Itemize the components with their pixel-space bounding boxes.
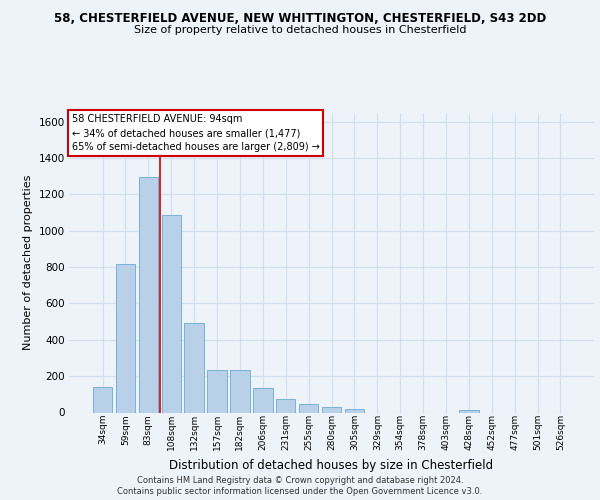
Bar bbox=[230, 370, 250, 412]
Bar bbox=[116, 264, 135, 412]
Bar bbox=[299, 404, 319, 412]
Bar bbox=[139, 177, 158, 412]
Y-axis label: Number of detached properties: Number of detached properties bbox=[23, 175, 33, 350]
X-axis label: Distribution of detached houses by size in Chesterfield: Distribution of detached houses by size … bbox=[169, 458, 494, 471]
Text: 58, CHESTERFIELD AVENUE, NEW WHITTINGTON, CHESTERFIELD, S43 2DD: 58, CHESTERFIELD AVENUE, NEW WHITTINGTON… bbox=[54, 12, 546, 26]
Text: Contains public sector information licensed under the Open Government Licence v3: Contains public sector information licen… bbox=[118, 487, 482, 496]
Text: Size of property relative to detached houses in Chesterfield: Size of property relative to detached ho… bbox=[134, 25, 466, 35]
Bar bbox=[253, 388, 272, 412]
Bar bbox=[344, 409, 364, 412]
Bar bbox=[161, 215, 181, 412]
Bar bbox=[322, 408, 341, 412]
Text: Contains HM Land Registry data © Crown copyright and database right 2024.: Contains HM Land Registry data © Crown c… bbox=[137, 476, 463, 485]
Text: 58 CHESTERFIELD AVENUE: 94sqm
← 34% of detached houses are smaller (1,477)
65% o: 58 CHESTERFIELD AVENUE: 94sqm ← 34% of d… bbox=[71, 114, 320, 152]
Bar bbox=[276, 399, 295, 412]
Bar bbox=[459, 410, 479, 412]
Bar bbox=[184, 324, 204, 412]
Bar bbox=[93, 387, 112, 412]
Bar bbox=[208, 370, 227, 412]
